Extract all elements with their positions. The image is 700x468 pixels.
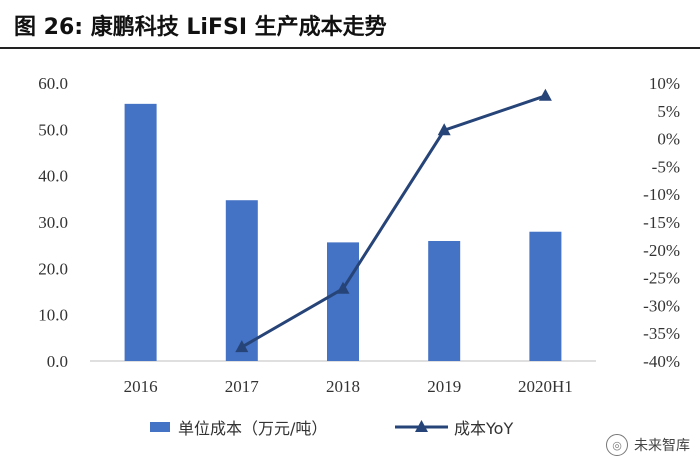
- x-tick-label: 2018: [326, 377, 360, 396]
- page-title: 图 26: 康鹏科技 LiFSI 生产成本走势: [14, 15, 387, 40]
- bar: [124, 103, 157, 361]
- right-tick-label: -5%: [652, 157, 680, 176]
- bar: [529, 231, 562, 361]
- left-tick-label: 30.0: [38, 213, 68, 232]
- right-tick-label: 10%: [649, 74, 680, 93]
- watermark: ◎ 未来智库: [606, 434, 690, 456]
- legend-line-label: 成本YoY: [454, 419, 513, 438]
- right-tick-label: -20%: [643, 241, 680, 260]
- right-tick-label: -10%: [643, 185, 680, 204]
- bar-series: [124, 103, 562, 361]
- right-tick-label: -15%: [643, 213, 680, 232]
- right-tick-label: 5%: [657, 102, 680, 121]
- yoy-marker: [235, 340, 249, 353]
- yoy-marker: [437, 123, 451, 136]
- right-axis: -40% -35% -30% -25% -20% -15% -10% -5% 0% 5% 10%: [643, 74, 680, 371]
- left-tick-label: 50.0: [38, 120, 68, 139]
- chart: 0.0 10.0 20.0 30.0 40.0 50.0 60.0 -40% -35% -30%…: [38, 74, 680, 438]
- x-tick-label: 2020H1: [518, 377, 573, 396]
- legend-bar-swatch: [150, 422, 170, 432]
- left-tick-label: 20.0: [38, 259, 68, 278]
- title-underline: [0, 47, 700, 49]
- right-tick-label: 0%: [657, 130, 680, 149]
- title-bar: 图 26: 康鹏科技 LiFSI 生产成本走势: [0, 0, 700, 49]
- legend-bar-label: 单位成本（万元/吨）: [178, 419, 327, 438]
- left-axis: 0.0 10.0 20.0 30.0 40.0 50.0 60.0: [38, 74, 68, 371]
- legend-line-marker: [415, 420, 428, 432]
- right-tick-label: -35%: [643, 324, 680, 343]
- yoy-line: [241, 94, 546, 349]
- left-tick-label: 60.0: [38, 74, 68, 93]
- right-tick-label: -40%: [643, 352, 680, 371]
- left-tick-label: 40.0: [38, 167, 68, 186]
- x-tick-label: 2017: [225, 377, 260, 396]
- bar: [428, 240, 461, 361]
- watermark-text: 未来智库: [634, 438, 690, 454]
- yoy-marker: [336, 281, 350, 294]
- left-tick-label: 10.0: [38, 306, 68, 325]
- x-tick-label: 2016: [124, 377, 158, 396]
- left-tick-label: 0.0: [47, 352, 68, 371]
- legend: 单位成本（万元/吨） 成本YoY: [150, 419, 513, 438]
- wechat-icon: ◎: [606, 434, 628, 456]
- bar: [225, 200, 258, 361]
- right-tick-label: -25%: [643, 269, 680, 288]
- x-tick-label: 2019: [427, 377, 461, 396]
- line-series: [235, 88, 552, 353]
- bar: [327, 242, 359, 361]
- x-axis: 2016 2017 2018 2019 2020H1: [124, 377, 573, 396]
- right-tick-label: -30%: [643, 296, 680, 315]
- yoy-marker: [538, 88, 552, 101]
